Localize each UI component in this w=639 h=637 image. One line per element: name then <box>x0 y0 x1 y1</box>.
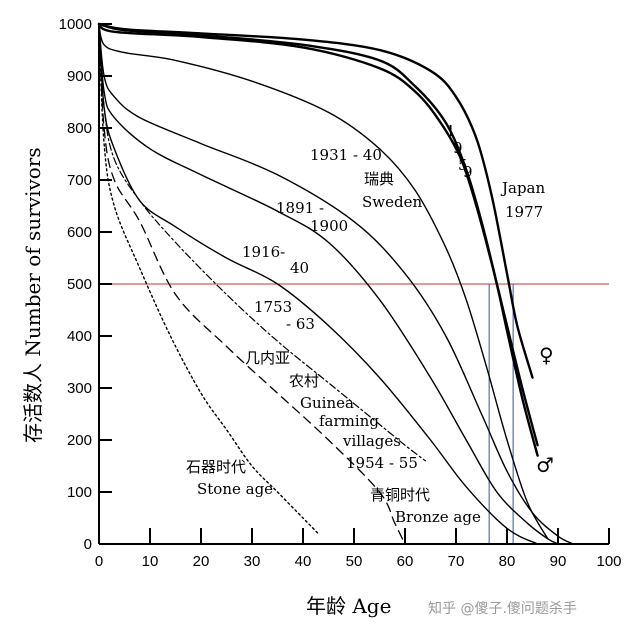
label-1959-digit-4: 9 <box>463 163 473 181</box>
label-sweden-en: Sweden <box>362 193 422 211</box>
series-line-8 <box>98 23 426 462</box>
label-1753-63: - 63 <box>286 315 315 333</box>
label-bronze-cn: 青铜时代 <box>370 486 430 504</box>
y-tick-label-600: 600 <box>67 224 92 241</box>
x-tick-label-20: 20 <box>193 553 210 570</box>
x-tick-label-90: 90 <box>550 553 567 570</box>
x-tick-label-100: 100 <box>596 553 621 570</box>
y-tick-label-500: 500 <box>67 276 92 293</box>
label-farming-cn: 农村 <box>289 372 319 390</box>
label-stone-en: Stone age <box>197 480 273 498</box>
y-axis-title: 存活数人 Number of survivors <box>21 147 45 443</box>
series-line-3 <box>97 22 539 447</box>
series-line-1 <box>97 22 534 379</box>
label-sweden-1900: 1900 <box>310 217 348 235</box>
label-stone-cn: 石器时代 <box>186 458 246 476</box>
x-tick-label-10: 10 <box>142 553 159 570</box>
label-bronze-en: Bronze age <box>395 508 481 526</box>
axes: 0 10 20 30 40 50 60 70 80 90 100010020030040050060… <box>59 16 622 570</box>
label-guinea-years: 1954 - 55 <box>346 454 418 472</box>
male-symbol: ♂ <box>536 453 554 477</box>
label-guinea-en: Guinea <box>300 394 354 412</box>
y-tick-label-100: 100 <box>67 484 92 501</box>
label-sweden-1916: 1916- <box>242 243 285 261</box>
series-line-4 <box>98 23 549 540</box>
x-tick-label-30: 30 <box>244 553 261 570</box>
y-tick-label-1000: 1000 <box>59 16 92 33</box>
series-line-9 <box>98 23 406 545</box>
series-line-5 <box>98 23 574 545</box>
y-tick-label-700: 700 <box>67 172 92 189</box>
series-line-10 <box>98 23 319 535</box>
female-symbol: ♀ <box>539 343 554 367</box>
watermark: 知乎 @傻子.傻问题杀手 <box>428 600 577 617</box>
x-tick-label-60: 60 <box>397 553 414 570</box>
series-line-7 <box>98 23 539 545</box>
x-tick-label-70: 70 <box>448 553 465 570</box>
y-tick-label-900: 900 <box>67 68 92 85</box>
label-1959-digit-3: 5 <box>458 156 468 174</box>
x-tick-label-80: 80 <box>499 553 516 570</box>
label-japan: Japan <box>500 179 546 197</box>
label-sweden-1891: 1891 - <box>276 199 324 217</box>
x-tick-label-0: 0 <box>95 553 103 570</box>
label-japan-year: 1977 <box>505 203 543 221</box>
y-tick-label-200: 200 <box>67 432 92 449</box>
label-villages-en: villages <box>342 432 401 450</box>
x-axis-title: 年龄 Age <box>306 594 391 618</box>
y-tick-label-400: 400 <box>67 328 92 345</box>
label-sweden-1931-40: 1931 - 40 <box>310 146 382 164</box>
label-farming-en: farming <box>319 412 379 430</box>
y-tick-label-300: 300 <box>67 380 92 397</box>
x-tick-label-40: 40 <box>295 553 312 570</box>
plot-lines <box>97 22 609 545</box>
label-sweden-1916-40: 40 <box>290 259 309 277</box>
series-line-2 <box>97 22 539 457</box>
annotations: 1 9 5 9 Japan 1977 1931 - 40 瑞典 Sweden 1… <box>186 122 554 526</box>
y-tick-label-0: 0 <box>84 536 92 553</box>
label-1959-digit-2: 9 <box>453 139 463 157</box>
series-line-6 <box>98 23 559 545</box>
label-1959-digit-1: 1 <box>446 122 456 140</box>
label-sweden-cn: 瑞典 <box>364 170 394 188</box>
x-tick-label-50: 50 <box>346 553 363 570</box>
label-guinea-cn: 几内亚 <box>245 349 290 367</box>
y-tick-label-800: 800 <box>67 120 92 137</box>
label-1753: 1753 <box>254 298 292 316</box>
